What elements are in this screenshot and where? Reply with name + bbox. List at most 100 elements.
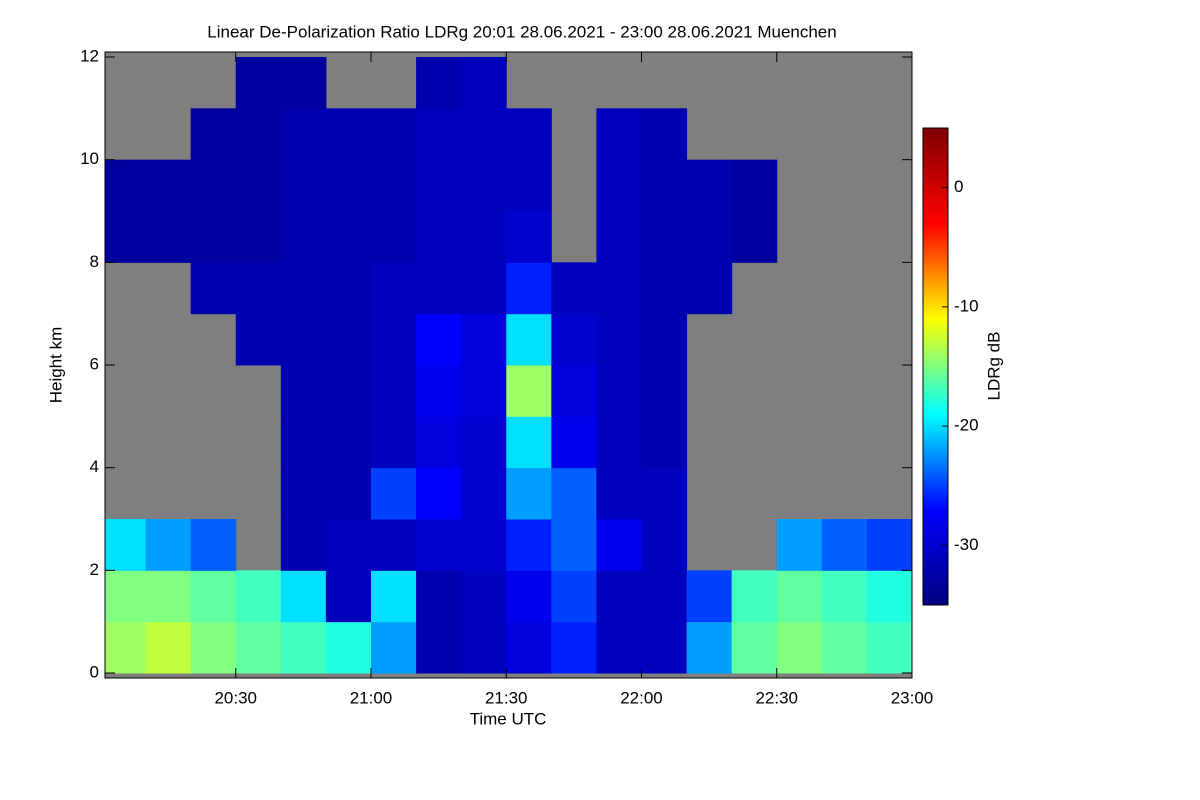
colorbar-label: LDRg dB [984,332,1003,401]
heatmap-cell [776,570,823,623]
heatmap-cell [280,159,327,212]
heatmap-cell [461,159,507,212]
heatmap-cell [280,365,327,417]
heatmap-cell [416,570,462,623]
heatmap-cell [551,365,597,417]
heatmap-cell [506,519,552,571]
heatmap-cell [370,570,417,623]
y-tick-label: 6 [90,354,99,373]
heatmap-cell [461,262,507,315]
heatmap-cell [416,365,462,417]
heatmap-cell [506,159,552,212]
heatmap-cell [686,159,733,212]
heatmap-cell [461,365,507,417]
heatmap-cell [416,416,462,469]
heatmap-cell [641,519,688,571]
heatmap-cell [551,519,597,571]
heatmap-cell [416,519,462,571]
heatmap-cell [280,416,327,469]
heatmap-cell [506,313,552,366]
heatmap-cell [551,467,597,520]
heatmap-cell [506,570,552,623]
colorbar-tick-label: 0 [954,177,963,196]
colorbar-tick-label: -30 [954,535,979,554]
heatmap-cell [280,108,327,161]
heatmap-cell [641,416,688,469]
heatmap-cell [280,211,327,263]
heatmap-cell [506,416,552,469]
heatmap-cell [145,159,192,212]
heatmap-cell [641,262,688,315]
heatmap-cell [416,313,462,366]
heatmap-cell [776,519,823,571]
heatmap-cell [280,570,327,623]
heatmap-cell [190,211,237,263]
heatmap-cell [461,313,507,366]
heatmap-cell [235,211,282,263]
heatmap-cell [596,365,642,417]
heatmap-cell [235,621,282,674]
x-axis-label: Time UTC [470,709,547,728]
y-axis-label: Height km [46,327,65,404]
heatmap-cell [325,416,372,469]
y-tick-label: 4 [90,457,99,476]
heatmap-cell [506,262,552,315]
heatmap-cell [551,570,597,623]
heatmap-cell [551,262,597,315]
heatmap-cell [461,621,507,674]
y-tick-label: 12 [80,46,99,65]
heatmap-cell [325,621,372,674]
y-tick-label: 2 [90,560,99,579]
heatmap-cell [596,621,642,674]
x-tick-label: 22:00 [620,688,663,707]
heatmap-cell [866,621,913,674]
heatmap-cell [280,621,327,674]
heatmap-cell [370,365,417,417]
heatmap-cell [551,416,597,469]
heatmap-cell [641,211,688,263]
heatmap-cell [641,313,688,366]
heatmap-cell [686,211,733,263]
heatmap-cell [866,570,913,623]
heatmap-cell [105,570,147,623]
heatmap-cell [866,519,913,571]
heatmap-cell [280,467,327,520]
heatmap-cell [325,108,372,161]
heatmap-cell [416,57,462,109]
heatmap-cell [416,159,462,212]
heatmap-cell [461,519,507,571]
heatmap-cell [325,159,372,212]
heatmap-cell [280,262,327,315]
heatmap-cell [551,313,597,366]
heatmap-cell [325,519,372,571]
heatmap-cell [686,262,733,315]
heatmap-cell [596,108,642,161]
heatmap-cell [416,108,462,161]
heatmap-cell [641,159,688,212]
heatmap-cell [596,159,642,212]
heatmap-cell [596,313,642,366]
heatmap-cell [370,416,417,469]
heatmap-cell [731,570,778,623]
heatmap-cell [641,570,688,623]
heatmap-cell [190,570,237,623]
heatmap-cell [641,108,688,161]
heatmap-cell [596,262,642,315]
heatmap-cell [506,211,552,263]
heatmap-cell [596,519,642,571]
y-tick-label: 0 [90,662,99,681]
colorbar-tick-label: -20 [954,416,979,435]
heatmap-cell [370,108,417,161]
heatmap-cell [731,159,778,212]
heatmap-cell [370,621,417,674]
heatmap-cell [506,621,552,674]
heatmap-cell [641,365,688,417]
x-tick-label: 21:30 [485,688,528,707]
heatmap-cell [235,570,282,623]
heatmap-cell [461,57,507,109]
y-tick-label: 10 [80,149,99,168]
heatmap-cell [105,159,147,212]
heatmap-cell [461,211,507,263]
heatmap-cell [416,262,462,315]
